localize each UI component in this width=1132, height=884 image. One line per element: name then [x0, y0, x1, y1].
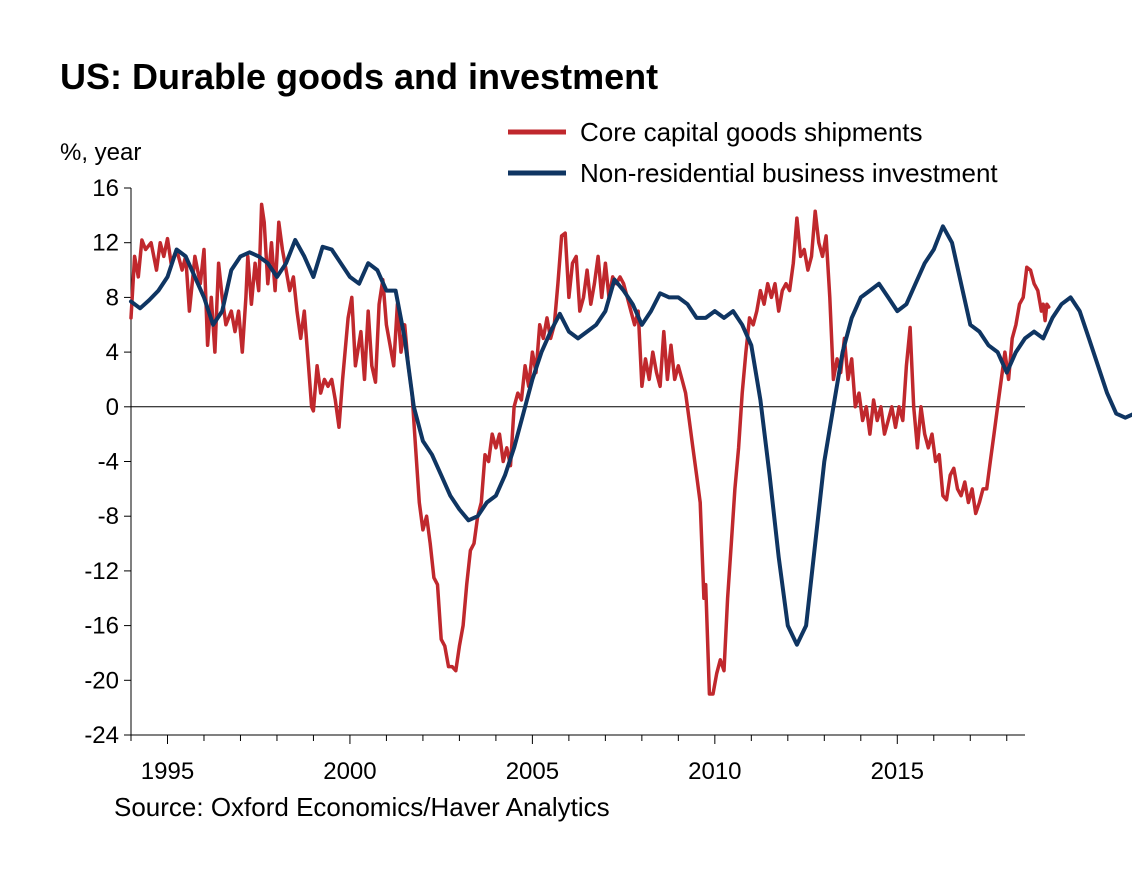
y-tick-label: -4	[98, 449, 119, 476]
x-tick-label: 2005	[506, 758, 559, 785]
y-tick-label: 0	[106, 394, 119, 421]
y-tick-label: 12	[92, 230, 119, 257]
source-note: Source: Oxford Economics/Haver Analytics	[114, 792, 610, 822]
y-tick-label: 8	[106, 284, 119, 311]
x-tick-label: 2015	[871, 758, 924, 785]
y-tick-label: -8	[98, 503, 119, 530]
y-tick-label: -24	[84, 722, 119, 749]
series-line-non-residential-investment	[129, 224, 1132, 647]
y-axis-label: %, year	[60, 139, 141, 166]
legend: Core capital goods shipments Non-residen…	[508, 117, 998, 188]
y-tick-label: -20	[84, 667, 119, 694]
y-tick-label: 16	[92, 175, 119, 202]
x-tick-label: 2010	[688, 758, 741, 785]
legend-label-non-residential-investment: Non-residential business investment	[580, 158, 998, 188]
y-tick-label: -16	[84, 613, 119, 640]
series-group	[129, 202, 1132, 696]
y-tick-label: -12	[84, 558, 119, 585]
chart-title: US: Durable goods and investment	[60, 56, 659, 97]
axes: 16 12 8 4 0 -4 -8 -12 -16 -20 -24 1995 2000 2005 2010 2…	[84, 175, 1025, 785]
series-line-core-capital-goods	[129, 202, 1051, 696]
x-tick-label: 1995	[141, 758, 194, 785]
legend-label-core-capital-goods: Core capital goods shipments	[580, 117, 923, 147]
y-tick-label: 4	[106, 339, 119, 366]
x-tick-label: 2000	[323, 758, 376, 785]
